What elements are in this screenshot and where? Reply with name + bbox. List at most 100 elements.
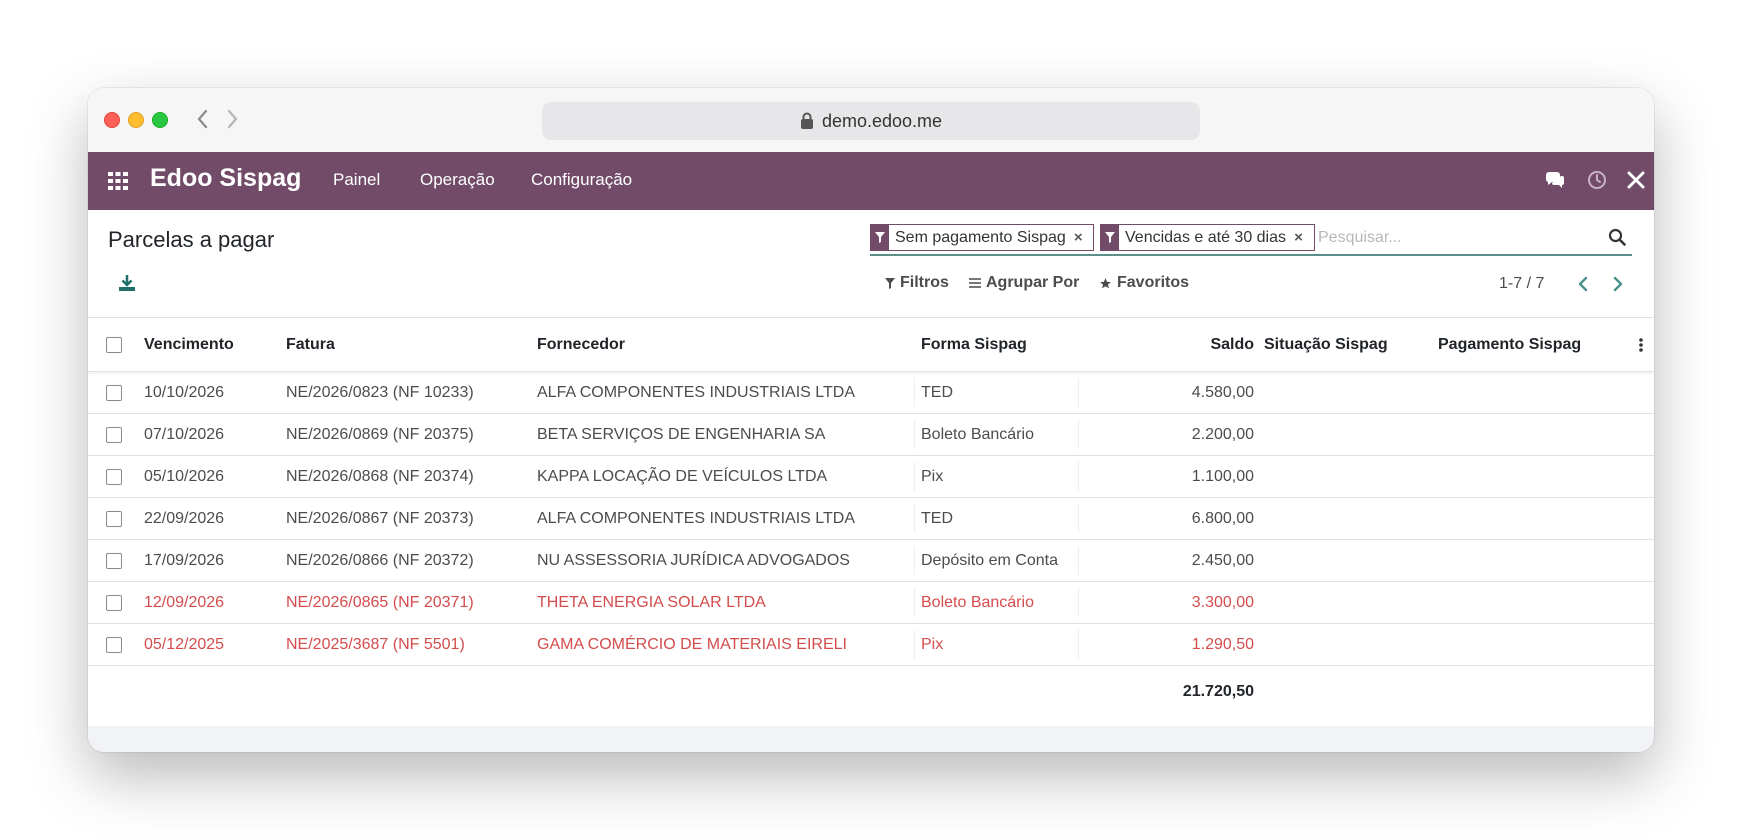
cell-forma-sispag: Boleto Bancário <box>921 593 1034 611</box>
filters-label: Filtros <box>900 274 949 291</box>
table-row[interactable]: 17/09/2026 NE/2026/0866 (NF 20372) NU ASSE… <box>88 539 1654 581</box>
url-text: demo.edoo.me <box>821 110 943 131</box>
cell-forma-sispag: Boleto Bancário <box>921 425 1034 443</box>
chat-icon[interactable] <box>1544 169 1566 191</box>
cell-vencimento: 07/10/2026 <box>144 425 225 443</box>
row-checkbox[interactable] <box>106 636 122 653</box>
row-checkbox[interactable] <box>106 552 122 569</box>
cell-fornecedor: NU ASSESSORIA JURÍDICA ADVOGADOS <box>537 551 850 569</box>
cell-fornecedor: BETA SERVIÇOS DE ENGENHARIA SA <box>537 425 826 443</box>
cell-vencimento: 12/09/2026 <box>144 593 225 611</box>
cell-forma-sispag: TED <box>921 509 953 527</box>
menu-painel[interactable]: Painel <box>333 170 381 189</box>
row-checkbox[interactable] <box>106 594 122 611</box>
chevron-left-icon[interactable] <box>1575 274 1591 294</box>
col-header-situacao-sispag[interactable]: Situação Sispag <box>1264 336 1388 353</box>
address-bar[interactable]: demo.edoo.me <box>542 102 1200 140</box>
cell-fatura: NE/2026/0869 (NF 20375) <box>286 425 474 443</box>
col-header-pagamento-sispag[interactable]: Pagamento Sispag <box>1438 336 1582 353</box>
cell-fornecedor: ALFA COMPONENTES INDUSTRIAIS LTDA <box>537 509 855 527</box>
table-row[interactable]: 10/10/2026 NE/2026/0823 (NF 10233) ALFA CO… <box>88 371 1654 413</box>
table-row[interactable]: 07/10/2026 NE/2026/0869 (NF 20375) BETA SE… <box>88 413 1654 455</box>
lock-icon <box>800 112 813 129</box>
minimize-window-button[interactable] <box>128 112 144 128</box>
list-table: Vencimento Fatura Fornecedor Forma Sispa… <box>88 319 1654 717</box>
pager-value[interactable]: 1-7 / 7 <box>1499 275 1545 292</box>
cell-fatura: NE/2026/0866 (NF 20372) <box>286 551 474 569</box>
cell-vencimento: 17/09/2026 <box>144 551 225 569</box>
column-separator <box>914 588 915 617</box>
row-checkbox[interactable] <box>106 426 122 443</box>
download-icon[interactable] <box>118 274 136 292</box>
cell-fornecedor: ALFA COMPONENTES INDUSTRIAIS LTDA <box>537 383 855 401</box>
col-header-saldo[interactable]: Saldo <box>1210 336 1254 353</box>
back-arrow-icon[interactable] <box>192 106 214 132</box>
cell-forma-sispag: Pix <box>921 467 944 485</box>
cell-fatura: NE/2026/0867 (NF 20373) <box>286 509 474 527</box>
cell-forma-sispag: Pix <box>921 635 944 653</box>
table-row[interactable]: 05/12/2025 NE/2025/3687 (NF 5501) GAMA COM… <box>88 623 1654 665</box>
table-row[interactable]: 12/09/2026 NE/2026/0865 (NF 20371) THETA E… <box>88 581 1654 623</box>
table-row[interactable]: 22/09/2026 NE/2026/0867 (NF 20373) ALFA CO… <box>88 497 1654 539</box>
app-navbar: Edoo Sispag Painel Operação Configuração <box>88 152 1654 210</box>
cell-saldo: 1.100,00 <box>1191 467 1254 485</box>
tools-icon[interactable] <box>1625 169 1647 191</box>
search-icon[interactable] <box>1608 228 1626 246</box>
close-window-button[interactable] <box>104 112 120 128</box>
column-separator <box>1078 378 1079 407</box>
cell-fornecedor: KAPPA LOCAÇÃO DE VEÍCULOS LTDA <box>537 467 828 485</box>
control-panel: Parcelas a pagar Sem pagamento Sispag × … <box>88 210 1654 318</box>
favorites-label: Favoritos <box>1117 274 1190 291</box>
optional-columns-icon[interactable] <box>1638 337 1644 353</box>
cell-forma-sispag: TED <box>921 383 953 401</box>
apps-grid-icon[interactable] <box>107 170 129 192</box>
cell-vencimento: 22/09/2026 <box>144 509 225 527</box>
page-bottom-area <box>88 726 1654 752</box>
cell-saldo: 6.800,00 <box>1191 509 1254 527</box>
col-header-vencimento[interactable]: Vencimento <box>144 336 234 353</box>
filters-button[interactable]: Filtros <box>885 274 949 292</box>
search-input[interactable] <box>1318 225 1588 251</box>
row-checkbox[interactable] <box>106 384 122 401</box>
col-header-fatura[interactable]: Fatura <box>286 336 335 353</box>
table-row[interactable]: 05/10/2026 NE/2026/0868 (NF 20374) KAPPA L… <box>88 455 1654 497</box>
cell-saldo: 3.300,00 <box>1191 593 1254 611</box>
menu-operacao[interactable]: Operação <box>420 170 495 189</box>
remove-facet-icon[interactable]: × <box>1073 229 1083 246</box>
filter-facet: Sem pagamento Sispag × <box>870 224 1094 251</box>
favorites-button[interactable]: Favoritos <box>1099 274 1189 292</box>
table-body: 10/10/2026 NE/2026/0823 (NF 10233) ALFA CO… <box>88 371 1654 665</box>
cell-vencimento: 05/12/2025 <box>144 635 225 653</box>
row-checkbox[interactable] <box>106 510 122 527</box>
remove-facet-icon[interactable]: × <box>1294 229 1303 246</box>
cell-forma-sispag: Depósito em Conta <box>921 551 1058 569</box>
filter-icon <box>1101 225 1119 250</box>
menu-configuracao[interactable]: Configuração <box>531 170 633 189</box>
app-brand[interactable]: Edoo Sispag <box>150 164 302 192</box>
select-all-checkbox[interactable] <box>106 337 122 353</box>
cell-fatura: NE/2026/0865 (NF 20371) <box>286 593 474 611</box>
column-separator <box>1078 420 1079 449</box>
row-checkbox[interactable] <box>106 468 122 485</box>
column-separator <box>1078 588 1079 617</box>
filter-icon <box>885 277 895 289</box>
column-separator <box>914 546 915 575</box>
table-footer: 21.720,50 <box>88 665 1654 717</box>
column-separator <box>914 420 915 449</box>
cell-saldo: 2.200,00 <box>1191 425 1254 443</box>
col-header-fornecedor[interactable]: Fornecedor <box>537 336 626 353</box>
maximize-window-button[interactable] <box>152 112 168 128</box>
column-separator <box>1078 630 1079 659</box>
clock-icon[interactable] <box>1586 169 1608 191</box>
group-by-button[interactable]: Agrupar Por <box>969 274 1079 292</box>
cell-fornecedor: THETA ENERGIA SOLAR LTDA <box>537 593 766 611</box>
filter-facet: Vencidas e até 30 dias × <box>1100 224 1315 251</box>
cell-saldo: 1.290,50 <box>1191 635 1254 653</box>
column-separator <box>914 462 915 491</box>
cell-fatura: NE/2026/0868 (NF 20374) <box>286 467 474 485</box>
forward-arrow-icon[interactable] <box>221 106 243 132</box>
col-header-forma-sispag[interactable]: Forma Sispag <box>921 336 1027 353</box>
chevron-right-icon[interactable] <box>1610 274 1626 294</box>
column-separator <box>914 630 915 659</box>
saldo-total: 21.720,50 <box>1182 682 1254 700</box>
